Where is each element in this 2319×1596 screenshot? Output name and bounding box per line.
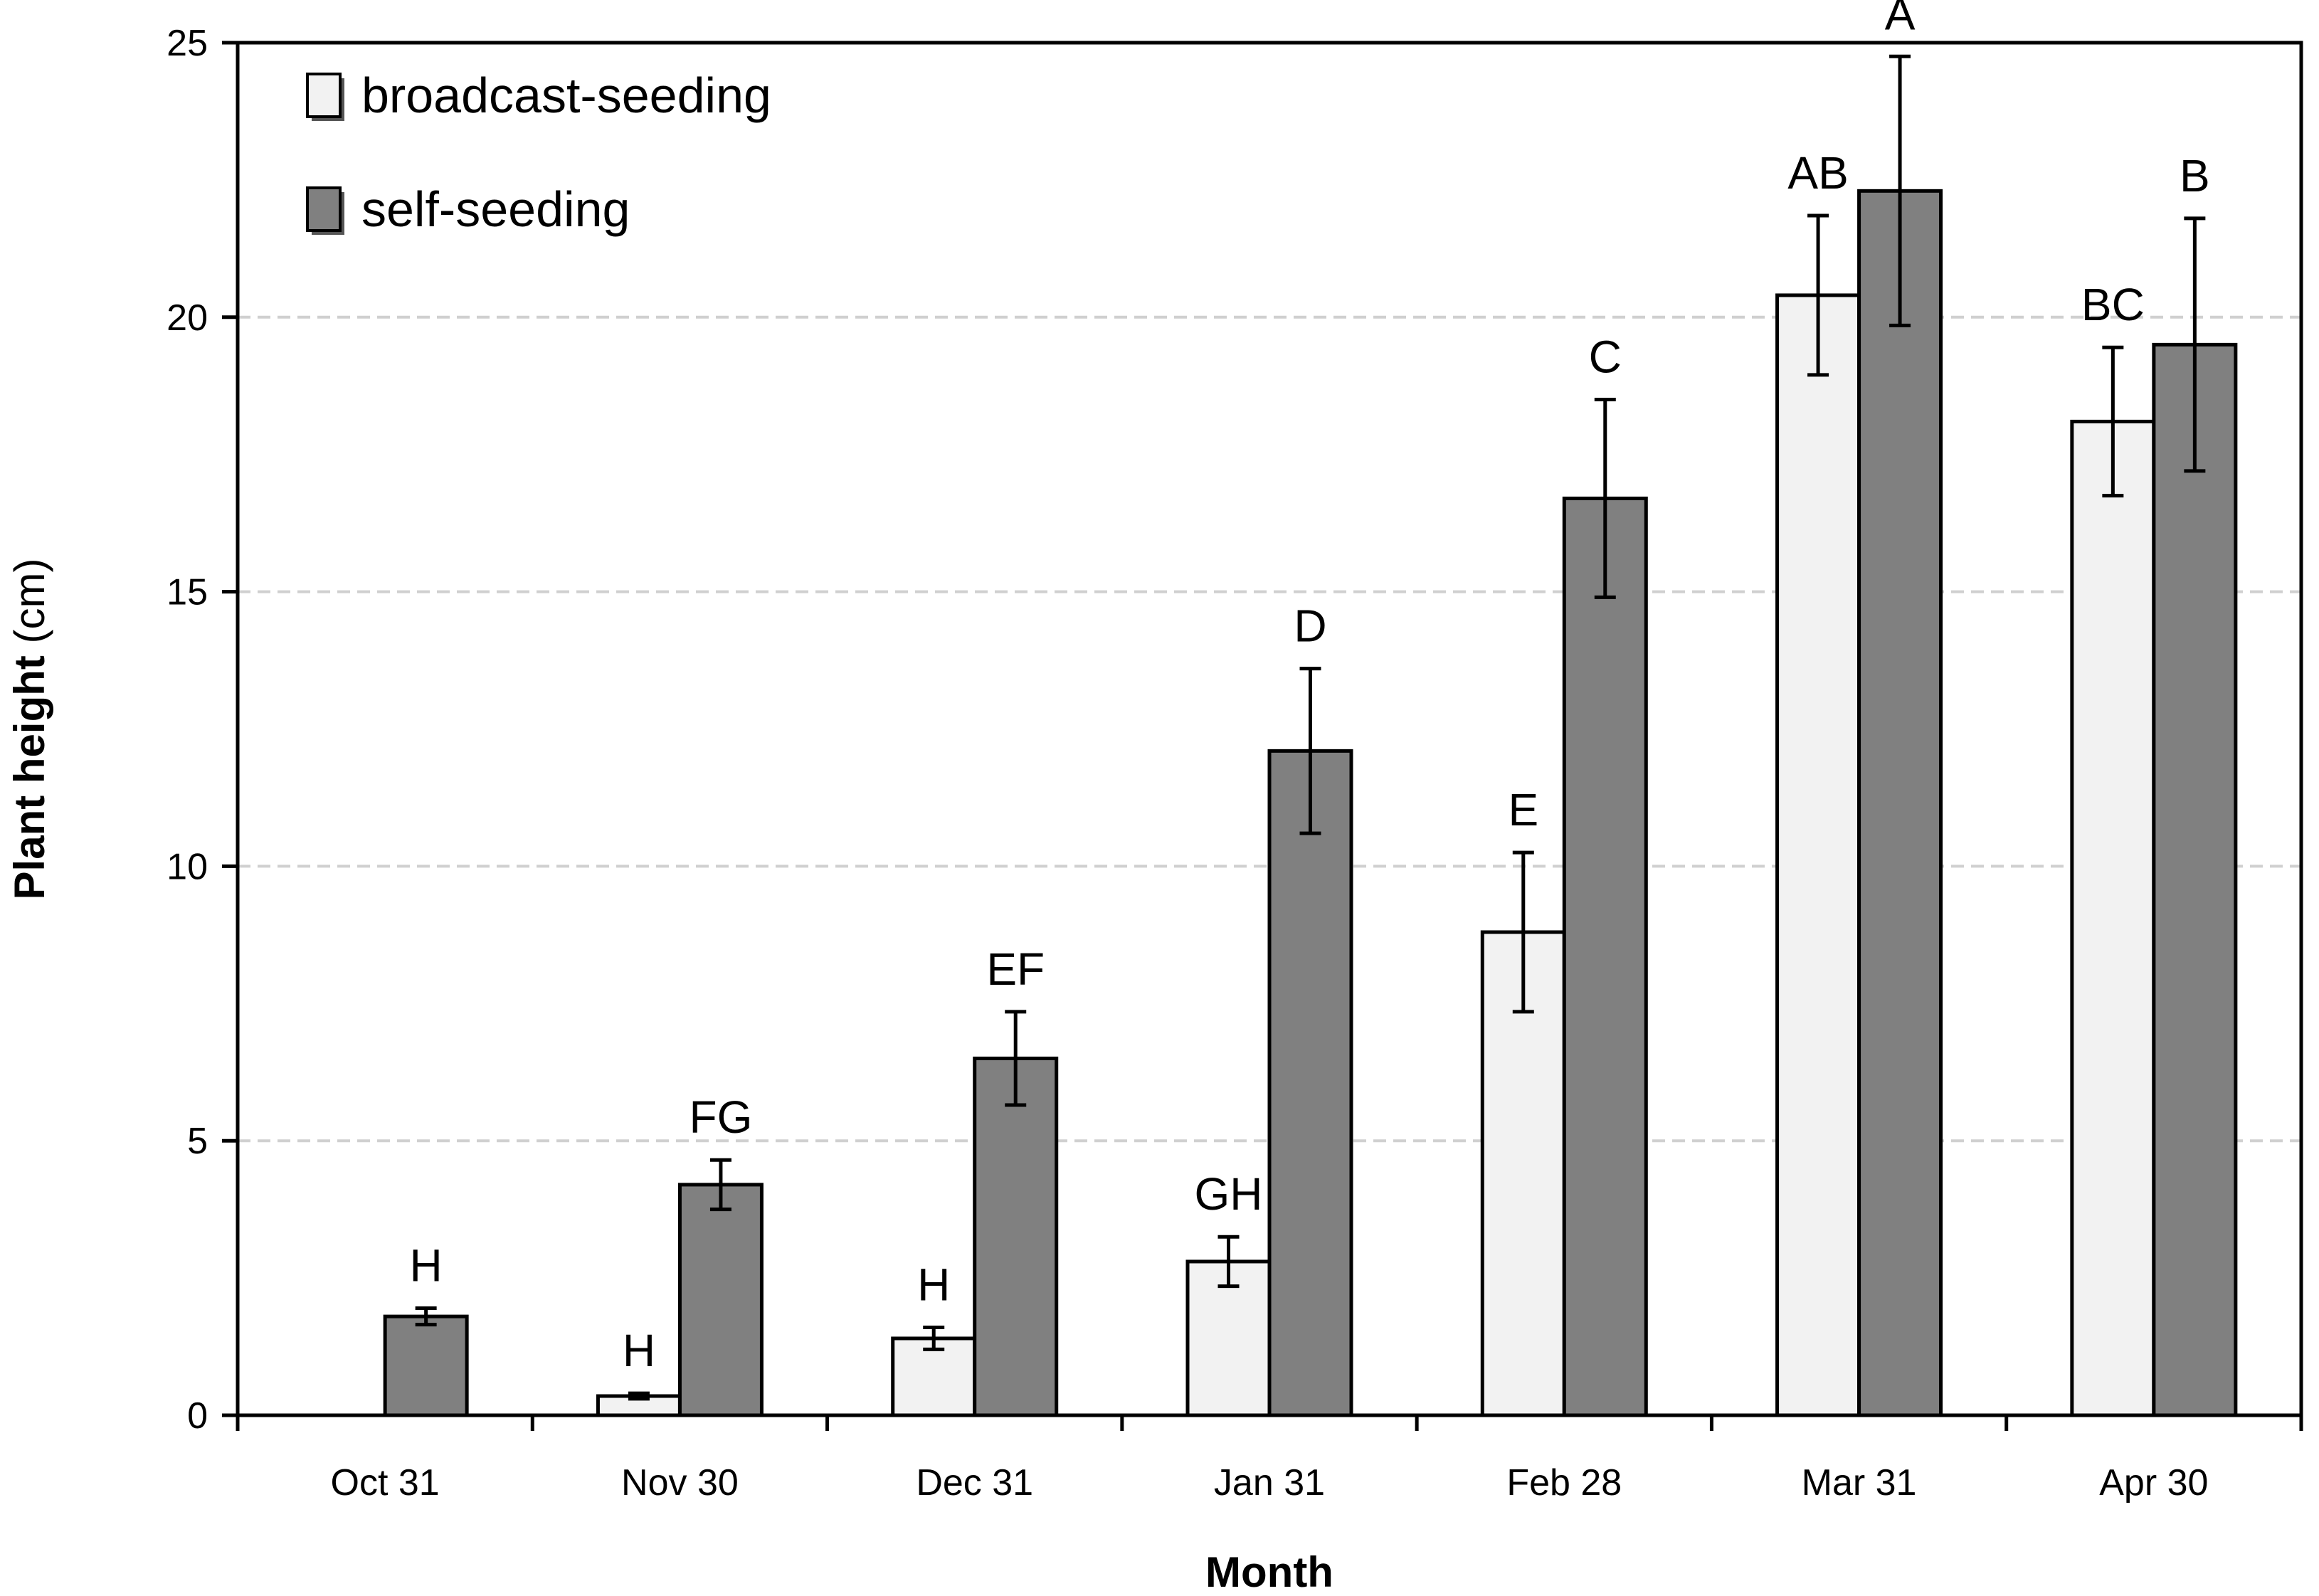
- bar-self-seeding-0: [383, 1314, 469, 1417]
- legend-item-self-seeding: self-seeding: [306, 181, 630, 237]
- legend-swatch-0: [306, 73, 342, 118]
- error-bar-self-seeding-1: [709, 1158, 731, 1212]
- sig-label-self-seeding-1: FG: [689, 1092, 752, 1143]
- x-tick-label-6: Apr 30: [2099, 1462, 2208, 1503]
- x-tick-label-3: Jan 31: [1214, 1462, 1325, 1503]
- y-tick-label-5: 5: [187, 1121, 208, 1162]
- sig-label-broadcast-seeding-5: AB: [1787, 147, 1848, 199]
- y-axis-title: Plant height (cm): [6, 559, 53, 900]
- y-axis-title-main: Plant height: [6, 655, 53, 899]
- bar-self-seeding-2: [973, 1056, 1059, 1417]
- y-tick-label-0: 0: [187, 1395, 208, 1437]
- error-bar-self-seeding-0: [415, 1306, 437, 1327]
- x-tick-label-5: Mar 31: [1802, 1462, 1917, 1503]
- y-tick-label-15: 15: [167, 572, 208, 613]
- sig-label-self-seeding-4: C: [1589, 332, 1622, 383]
- y-axis-title-unit: (cm): [6, 559, 53, 656]
- y-tick-label-10: 10: [167, 846, 208, 887]
- legend-swatch-1: [306, 186, 342, 232]
- gridlines: [238, 315, 2301, 1143]
- bar-self-seeding-5: [1857, 189, 1943, 1417]
- plot-frame: [236, 41, 2303, 1417]
- sig-label-self-seeding-3: D: [1294, 601, 1326, 652]
- sig-label-self-seeding-2: EF: [986, 944, 1045, 995]
- error-bar-broadcast-seeding-5: [1807, 213, 1829, 377]
- sig-label-self-seeding-6: B: [2180, 150, 2210, 201]
- legend-label-1: self-seeding: [361, 181, 630, 237]
- x-axis-title: Month: [1205, 1548, 1333, 1596]
- error-bar-self-seeding-5: [1889, 54, 1911, 327]
- error-bar-self-seeding-2: [1005, 1010, 1027, 1107]
- x-tick-label-4: Feb 28: [1506, 1462, 1622, 1503]
- sig-label-broadcast-seeding-6: BC: [2081, 279, 2145, 330]
- axes: 0 5 10 15 20 25 Oct 31 Nov 30 Dec 31 Jan 31 Feb 28…: [167, 23, 2303, 1503]
- bar-self-seeding-6: [2152, 342, 2238, 1417]
- error-bar-broadcast-seeding-1: [628, 1391, 650, 1401]
- error-bars: [415, 54, 2206, 1401]
- error-bar-broadcast-seeding-6: [2102, 345, 2124, 498]
- sig-label-self-seeding-5: A: [1885, 0, 1916, 39]
- bar-broadcast-seeding-6: [2070, 419, 2156, 1417]
- x-tick-label-1: Nov 30: [621, 1462, 739, 1503]
- x-tick-label-2: Dec 31: [916, 1462, 1033, 1503]
- bar-broadcast-seeding-5: [1775, 293, 1861, 1417]
- error-bar-self-seeding-3: [1299, 667, 1321, 835]
- sig-label-broadcast-seeding-3: GH: [1195, 1168, 1263, 1220]
- y-tick-label-25: 25: [167, 23, 208, 64]
- error-bar-self-seeding-4: [1594, 398, 1616, 599]
- error-bar-broadcast-seeding-4: [1512, 850, 1534, 1014]
- error-bar-broadcast-seeding-2: [923, 1326, 945, 1351]
- legend-item-broadcast-seeding: broadcast-seeding: [306, 68, 771, 123]
- error-bar-broadcast-seeding-3: [1217, 1235, 1240, 1289]
- legend-label-0: broadcast-seeding: [361, 68, 771, 123]
- bar-self-seeding-4: [1562, 496, 1648, 1417]
- x-tick-label-0: Oct 31: [331, 1462, 440, 1503]
- sig-label-broadcast-seeding-1: H: [623, 1325, 655, 1376]
- bar-self-seeding-3: [1267, 749, 1353, 1417]
- y-tick-label-20: 20: [167, 297, 208, 339]
- sig-label-broadcast-seeding-2: H: [917, 1259, 950, 1311]
- legend: broadcast-seeding self-seeding: [306, 68, 771, 237]
- bar-self-seeding-1: [677, 1183, 764, 1417]
- sig-label-self-seeding-0: H: [410, 1240, 443, 1291]
- error-bar-self-seeding-6: [2184, 216, 2206, 473]
- sig-label-broadcast-seeding-4: E: [1508, 784, 1538, 835]
